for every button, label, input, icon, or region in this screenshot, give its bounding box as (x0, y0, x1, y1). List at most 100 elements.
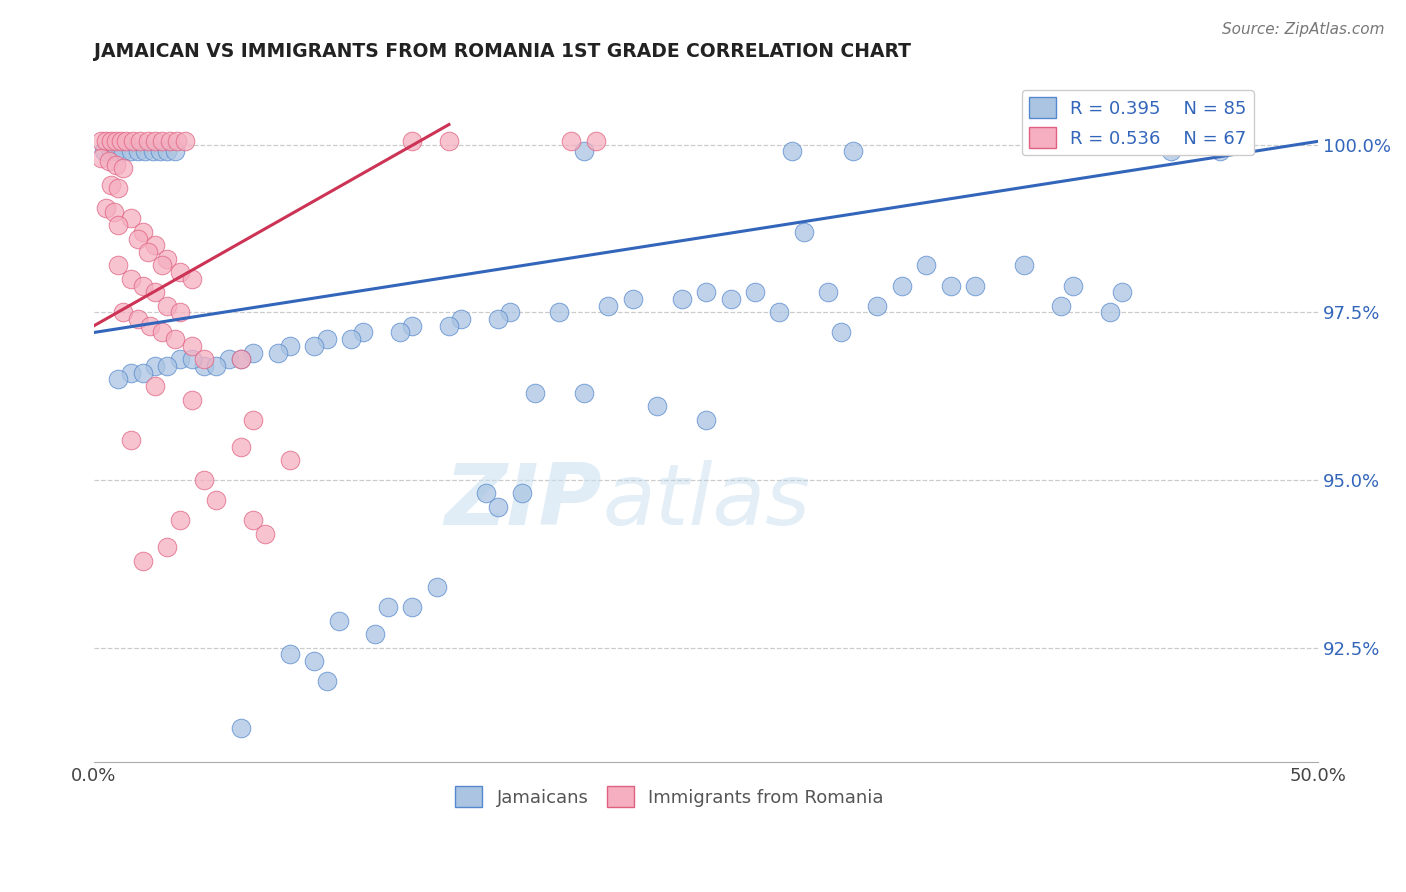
Point (671, 292, 693, 306)
Point (104, 134, 127, 148)
Point (304, 339, 326, 353)
Point (720, 292, 742, 306)
Point (156, 145, 179, 159)
Point (830, 326, 852, 340)
Point (304, 654, 326, 668)
Point (120, 211, 142, 226)
Point (768, 305, 790, 319)
Point (96, 134, 118, 148)
Text: Source: ZipAtlas.com: Source: ZipAtlas.com (1222, 22, 1385, 37)
Point (104, 145, 127, 159)
Point (193, 473, 215, 487)
Point (120, 145, 142, 159)
Point (166, 134, 188, 148)
Point (1062, 278, 1084, 293)
Point (156, 540, 179, 554)
Point (437, 134, 460, 148)
Point (122, 134, 145, 148)
Point (112, 145, 135, 159)
Text: ZIP: ZIP (444, 460, 602, 543)
Point (180, 272, 202, 286)
Point (96, 202, 118, 216)
Point (229, 721, 252, 735)
Point (152, 326, 174, 340)
Point (129, 134, 152, 148)
Point (915, 259, 938, 273)
Point (401, 134, 423, 148)
Point (139, 318, 162, 333)
Point (560, 134, 582, 148)
Point (156, 252, 179, 266)
Point (159, 134, 181, 148)
Point (104, 158, 127, 172)
Point (169, 352, 191, 367)
Point (278, 453, 301, 467)
Point (340, 332, 363, 346)
Point (793, 225, 815, 239)
Point (328, 614, 350, 628)
Point (229, 352, 252, 367)
Point (152, 259, 174, 273)
Point (585, 134, 607, 148)
Point (377, 600, 399, 615)
Point (315, 674, 337, 689)
Point (120, 433, 142, 447)
Point (842, 145, 865, 159)
Point (173, 134, 195, 148)
Point (364, 627, 387, 641)
Legend: Jamaicans, Immigrants from Romania: Jamaicans, Immigrants from Romania (449, 779, 891, 814)
Point (426, 580, 449, 594)
Point (866, 299, 889, 313)
Point (388, 326, 411, 340)
Point (744, 285, 766, 300)
Point (163, 332, 186, 346)
Point (437, 318, 460, 333)
Point (205, 359, 228, 373)
Point (93, 145, 115, 159)
Point (127, 145, 149, 159)
Point (112, 161, 135, 176)
Point (110, 134, 132, 148)
Point (621, 292, 644, 306)
Point (127, 231, 149, 245)
Point (572, 385, 595, 400)
Point (695, 285, 717, 300)
Point (143, 238, 166, 252)
Point (450, 312, 472, 326)
Point (100, 145, 122, 159)
Point (193, 359, 215, 373)
Point (474, 486, 496, 500)
Point (965, 278, 987, 293)
Point (180, 352, 202, 367)
Point (315, 332, 337, 346)
Point (143, 379, 166, 393)
Point (132, 553, 155, 567)
Point (136, 134, 159, 148)
Point (180, 392, 202, 407)
Point (1111, 285, 1133, 300)
Point (143, 285, 166, 300)
Point (143, 359, 166, 373)
Point (107, 372, 129, 386)
Point (169, 513, 191, 527)
Point (134, 145, 156, 159)
Point (149, 145, 172, 159)
Point (401, 600, 423, 615)
Point (401, 318, 423, 333)
Point (132, 278, 155, 293)
Point (136, 245, 159, 260)
Point (1160, 145, 1182, 159)
Point (132, 225, 155, 239)
Point (132, 366, 155, 380)
Point (107, 218, 129, 232)
Point (90, 134, 112, 148)
Point (156, 359, 179, 373)
Point (193, 352, 215, 367)
Point (1050, 299, 1073, 313)
Point (242, 513, 264, 527)
Text: JAMAICAN VS IMMIGRANTS FROM ROMANIA 1ST GRADE CORRELATION CHART: JAMAICAN VS IMMIGRANTS FROM ROMANIA 1ST … (94, 42, 911, 61)
Point (114, 134, 136, 148)
Point (169, 305, 191, 319)
Point (229, 352, 252, 367)
Point (169, 265, 191, 279)
